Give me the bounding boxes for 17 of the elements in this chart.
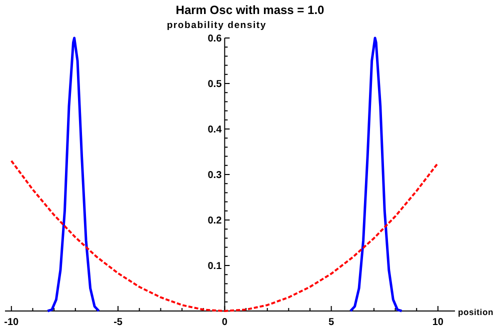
y-tick-label: 0.6	[208, 34, 222, 44]
y-tick-label: 0.1	[208, 261, 222, 272]
y-tick-label: 0.4	[208, 124, 222, 136]
x-tick-label: 5	[328, 317, 335, 328]
y-axis-title: probability density	[166, 20, 266, 31]
y-tick-label: 0.2	[208, 216, 222, 226]
x-axis-title: position	[458, 307, 494, 317]
x-tick-label: 10	[432, 317, 444, 328]
line-series	[10, 160, 439, 312]
x-tick-label: -5	[114, 317, 123, 328]
x-tick-label: -10	[4, 317, 20, 328]
line-series	[349, 36, 403, 312]
x-tick-label: 0	[222, 317, 228, 328]
line-series	[46, 36, 100, 312]
y-tick-label: 0.5	[208, 79, 222, 90]
y-tick-label: 0.3	[208, 170, 222, 181]
chart-title: Harm Osc with mass = 1.0	[176, 3, 325, 17]
